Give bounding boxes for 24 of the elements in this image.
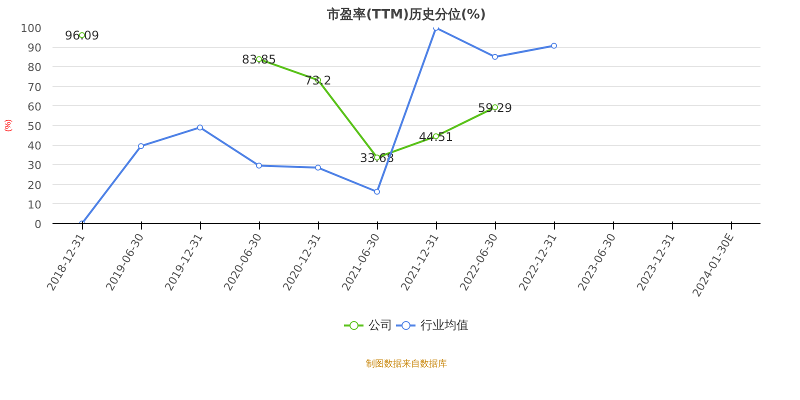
point (315, 164, 321, 171)
point (374, 188, 380, 195)
point (197, 124, 203, 130)
point (492, 54, 498, 60)
point (256, 162, 262, 169)
y-tick-label: 100 (20, 22, 42, 35)
text: 制图数据来自数据库 (366, 358, 447, 370)
y-tick-label: 50 (28, 120, 42, 133)
y-tick-label: 80 (28, 61, 42, 74)
point (138, 143, 144, 150)
y-tick-label: 10 (28, 198, 42, 212)
y-tick-label: 30 (28, 159, 42, 172)
legend-label: 公司 (368, 316, 392, 334)
legend-label: 行业均值 (420, 316, 468, 334)
point (551, 42, 557, 49)
y-tick-label: 70 (28, 80, 42, 94)
y-tick-label: 0 (34, 218, 42, 231)
y-tick-label: 60 (28, 100, 42, 114)
y-axis-title: (%) (4, 118, 13, 132)
data-label: 96.09 (64, 28, 100, 43)
chart-title: 市盈率(TTM)历史分位(%) (326, 6, 486, 22)
y-tick-label: 20 (28, 178, 42, 192)
y-tick-label: 40 (28, 140, 42, 153)
y-tick-label: 90 (28, 42, 42, 55)
